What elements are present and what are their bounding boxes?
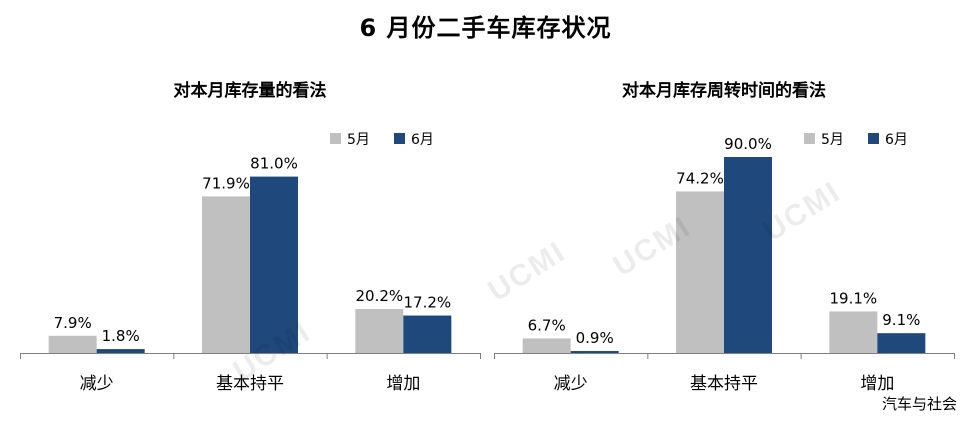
legend-swatch: [804, 133, 815, 144]
legend-swatch: [394, 133, 405, 144]
bar: [96, 349, 145, 353]
legend-swatch: [330, 133, 341, 144]
bar: [202, 196, 250, 353]
data-label: 1.8%: [102, 327, 140, 345]
category-label: 基本持平: [690, 374, 758, 394]
legend-label: 6月: [411, 132, 434, 148]
chart-right: 对本月库存周转时间的看法 5月 6月 6.7% 0.9% 减少 74.2% 90.0% 基本持…: [484, 70, 964, 418]
category-label: 减少: [80, 374, 114, 394]
data-label: 0.9%: [576, 329, 614, 347]
bar: [676, 191, 724, 353]
data-label: 6.7%: [528, 316, 566, 334]
chart-svg: 5月 6月 7.9% 1.8% 减少 71.9%81.0% 基本持平 20.2% 17.2% 增加: [20, 132, 481, 394]
legend-label: 5月: [347, 132, 370, 148]
data-label: 17.2%: [404, 294, 452, 312]
legend-label: 6月: [885, 132, 908, 148]
data-label: 71.9%: [202, 174, 250, 192]
brand-label: 汽车与社会: [881, 395, 957, 413]
data-label: 9.1%: [882, 311, 920, 329]
data-label: 19.1%: [830, 289, 878, 307]
category-label: 基本持平: [216, 374, 284, 394]
bar: [48, 335, 97, 353]
chart-left: 对本月库存量的看法 5月 6月 7.9% 1.8% 减少 71.9% 81.0% 基本持平 20…: [10, 70, 490, 418]
data-label: 74.2%: [676, 169, 724, 187]
category-label: 增加: [386, 374, 420, 394]
data-label: 20.2%: [356, 287, 404, 305]
bar: [250, 176, 298, 353]
bar: [829, 311, 878, 353]
bar: [522, 338, 571, 353]
bar: [403, 315, 452, 353]
category-label: 减少: [554, 374, 588, 394]
legend-label: 5月: [821, 132, 844, 148]
bar: [724, 157, 772, 353]
chart-svg: 5月 6月 6.7% 0.9% 减少 74.2%90.0% 基本持平 19.1%9.1% 增加: [494, 132, 955, 394]
chart-title: 对本月库存周转时间的看法: [622, 81, 826, 101]
bar: [877, 333, 926, 353]
category-label: 增加: [860, 374, 894, 394]
data-label: 81.0%: [250, 155, 298, 173]
data-label: 7.9%: [54, 314, 92, 332]
page-title: 6 月份二手车库存状况: [359, 14, 612, 42]
bar: [355, 309, 404, 353]
chart-title: 对本月库存量的看法: [173, 81, 327, 101]
bar: [570, 351, 619, 353]
legend-swatch: [868, 133, 879, 144]
data-label: 90.0%: [724, 135, 772, 153]
